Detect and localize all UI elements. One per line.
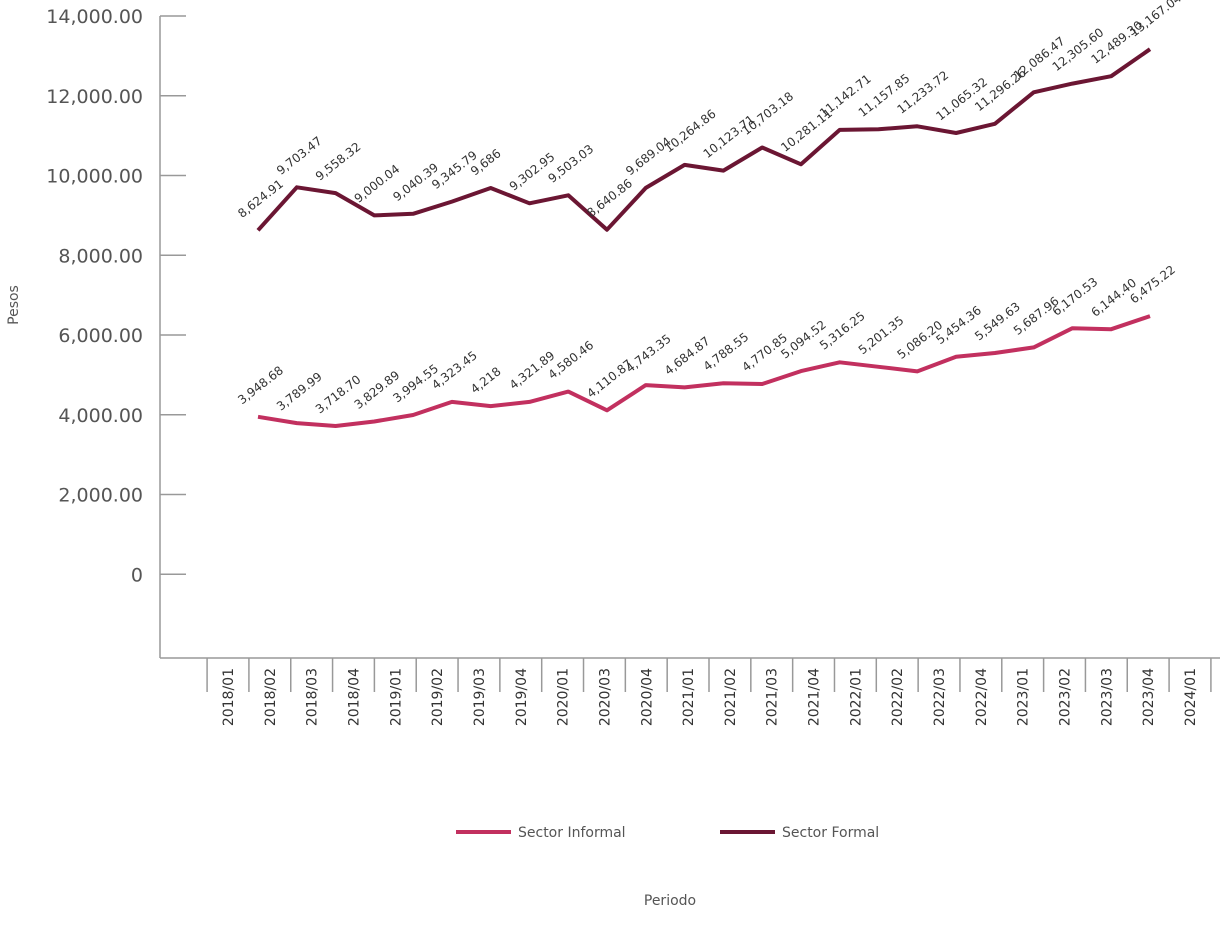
x-tick-label: 2018/03 (305, 668, 321, 726)
x-tick-label: 2020/01 (556, 668, 572, 726)
x-tick-label: 2020/03 (597, 668, 613, 726)
x-tick-label: 2018/02 (263, 668, 279, 726)
series-line (257, 314, 1151, 428)
legend-label: Sector Informal (518, 825, 626, 841)
x-tick-label: 2024/01 (1183, 668, 1199, 726)
legend-label: Sector Formal (782, 825, 879, 841)
y-tick-label: 0 (131, 564, 143, 586)
data-label: 5,687.96 (1011, 294, 1062, 338)
x-tick-label: 2021/03 (765, 668, 781, 726)
x-tick-label: 2023/02 (1058, 668, 1074, 726)
x-tick-label: 2022/02 (890, 668, 906, 726)
series-line (256, 47, 1152, 232)
y-tick-label: 8,000.00 (58, 245, 143, 267)
x-axis-title: Periodo (644, 893, 696, 909)
data-label: 4,218 (468, 364, 504, 396)
x-tick-label: 2018/04 (346, 668, 362, 726)
data-label: 8,624.91 (235, 177, 286, 221)
x-tick-label: 2023/04 (1141, 668, 1157, 726)
x-tick-label: 2021/02 (723, 668, 739, 726)
y-tick-label: 6,000.00 (58, 325, 143, 347)
x-tick-label: 2020/04 (639, 668, 655, 726)
x-tick-label: 2022/04 (974, 668, 990, 726)
data-label: 5,549.63 (972, 299, 1023, 343)
x-tick-label: 2022/03 (932, 668, 948, 726)
x-tick-label: 2023/03 (1099, 668, 1115, 726)
x-tick-label: 2021/04 (807, 668, 823, 726)
x-tick-label: 2023/01 (1016, 668, 1032, 726)
x-tick-label: 2019/04 (514, 668, 530, 726)
x-tick-label: 2022/01 (848, 668, 864, 726)
x-tick-label: 2018/01 (221, 668, 237, 726)
y-tick-label: 4,000.00 (58, 405, 143, 427)
y-tick-label: 10,000.00 (46, 166, 143, 188)
x-tick-label: 2019/01 (388, 668, 404, 726)
x-tick-label: 2019/03 (472, 668, 488, 726)
x-tick-label: 2019/02 (430, 668, 446, 726)
y-tick-label: 14,000.00 (46, 6, 143, 28)
y-axis-title: Pesos (6, 285, 22, 325)
data-label: 8,640.86 (584, 176, 635, 220)
y-tick-label: 2,000.00 (58, 485, 143, 507)
x-tick-label: 2021/01 (681, 668, 697, 726)
y-tick-label: 12,000.00 (46, 86, 143, 108)
